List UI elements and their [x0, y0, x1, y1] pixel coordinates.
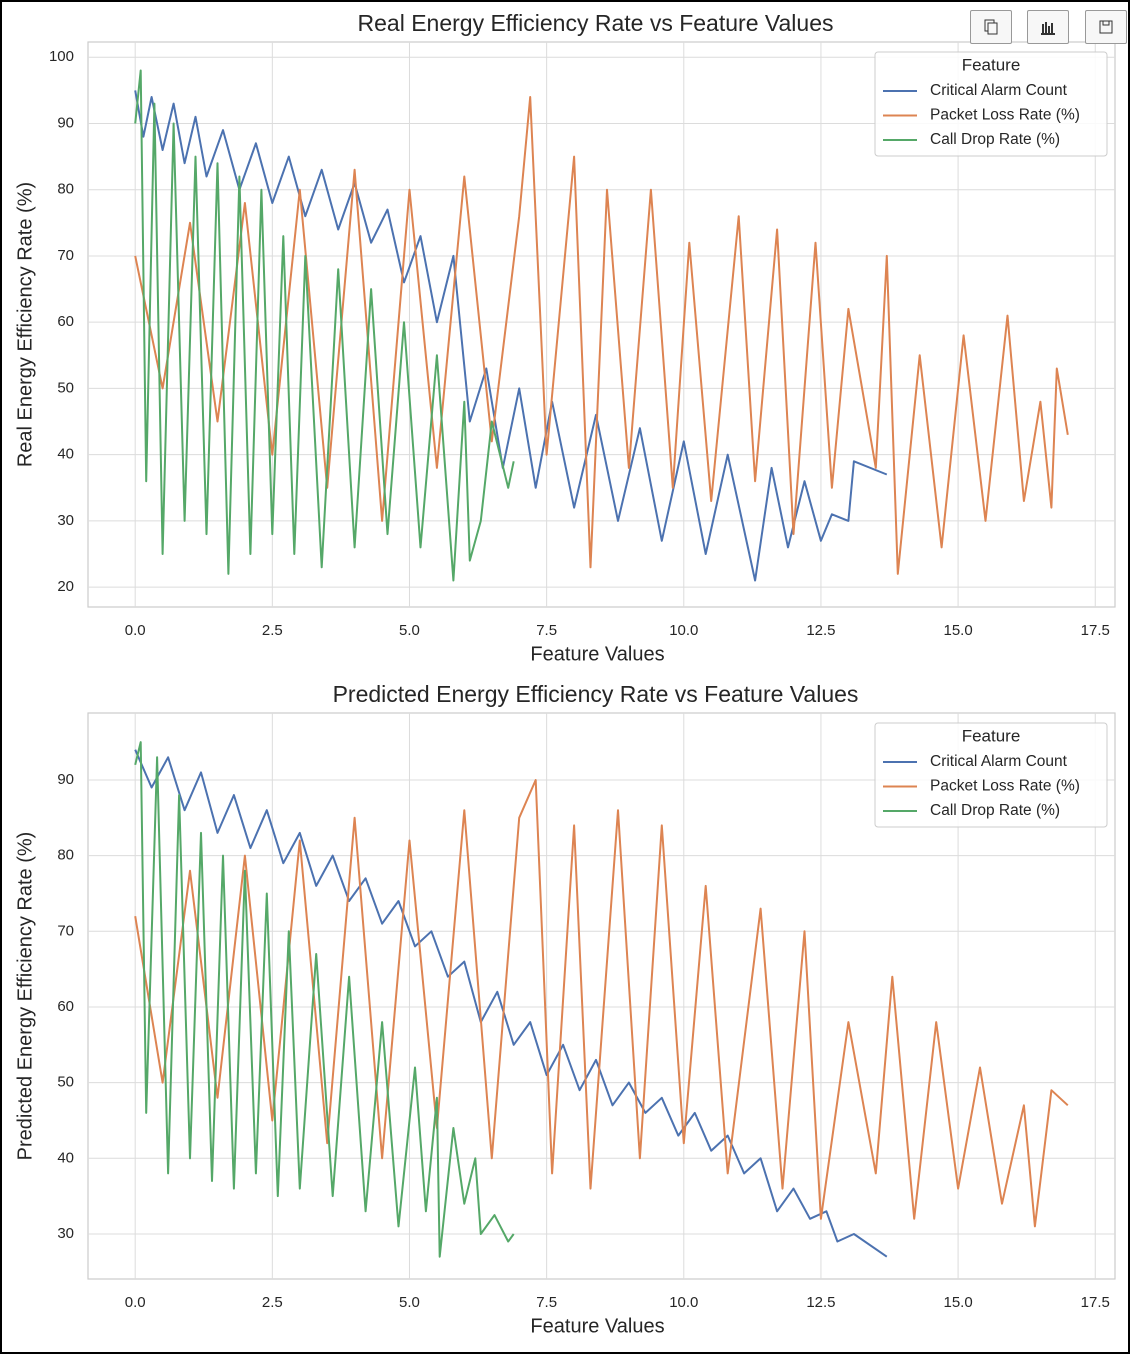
legend-label: Critical Alarm Count	[930, 753, 1068, 770]
x-tick-label: 0.0	[125, 1294, 146, 1311]
copy-button[interactable]	[970, 10, 1012, 44]
y-tick-label: 20	[57, 578, 74, 595]
x-tick-label: 15.0	[943, 622, 972, 639]
legend-label: Packet Loss Rate (%)	[930, 778, 1080, 795]
y-tick-label: 40	[57, 446, 74, 463]
y-tick-label: 90	[57, 114, 74, 131]
legend-label: Packet Loss Rate (%)	[930, 107, 1080, 124]
x-tick-label: 5.0	[399, 622, 420, 639]
y-tick-label: 30	[57, 512, 74, 529]
data-line	[134, 90, 888, 582]
data-line	[134, 69, 515, 582]
x-tick-label: 12.5	[806, 622, 835, 639]
y-tick-label: 50	[57, 379, 74, 396]
y-axis-label: Real Energy Efficiency Rate (%)	[14, 182, 36, 467]
y-tick-label: 60	[57, 313, 74, 330]
y-tick-label: 70	[57, 922, 74, 939]
chart-title: Real Energy Efficiency Rate vs Feature V…	[358, 10, 834, 36]
data-line	[134, 779, 1069, 1228]
legend-label: Call Drop Rate (%)	[930, 131, 1060, 148]
x-tick-label: 17.5	[1081, 622, 1110, 639]
y-tick-label: 60	[57, 998, 74, 1015]
copy-icon	[984, 19, 998, 35]
x-tick-label: 7.5	[536, 1294, 557, 1311]
x-tick-label: 10.0	[669, 622, 698, 639]
y-tick-label: 70	[57, 247, 74, 264]
legend-label: Call Drop Rate (%)	[930, 802, 1060, 819]
x-tick-label: 0.0	[125, 622, 146, 639]
legend-title: Feature	[962, 726, 1021, 745]
x-axis-label: Feature Values	[530, 643, 664, 665]
y-tick-label: 40	[57, 1149, 74, 1166]
save-button[interactable]	[1085, 10, 1127, 44]
y-tick-label: 30	[57, 1225, 74, 1242]
legend-box	[874, 722, 1108, 828]
x-axis-label: Feature Values	[530, 1315, 664, 1337]
y-axis-label: Predicted Energy Efficiency Rate (%)	[14, 832, 36, 1161]
y-tick-label: 100	[49, 48, 74, 65]
y-tick-label: 80	[57, 181, 74, 198]
data-line	[134, 749, 888, 1258]
chart-title: Predicted Energy Efficiency Rate vs Feat…	[333, 681, 859, 707]
data-line	[134, 741, 515, 1258]
data-line	[134, 96, 1069, 575]
legend-box	[874, 51, 1108, 157]
legend-label: Critical Alarm Count	[930, 82, 1068, 99]
x-tick-label: 15.0	[943, 1294, 972, 1311]
x-tick-label: 2.5	[262, 622, 283, 639]
x-tick-label: 5.0	[399, 1294, 420, 1311]
x-tick-label: 2.5	[262, 1294, 283, 1311]
y-tick-label: 90	[57, 771, 74, 788]
legend-title: Feature	[962, 55, 1021, 74]
chart-icon	[1041, 22, 1055, 35]
x-tick-label: 12.5	[806, 1294, 835, 1311]
x-tick-label: 7.5	[536, 622, 557, 639]
chart-button[interactable]	[1027, 10, 1069, 44]
save-icon	[1099, 20, 1113, 34]
y-tick-label: 50	[57, 1074, 74, 1091]
x-tick-label: 10.0	[669, 1294, 698, 1311]
y-tick-label: 80	[57, 847, 74, 864]
x-tick-label: 17.5	[1081, 1294, 1110, 1311]
